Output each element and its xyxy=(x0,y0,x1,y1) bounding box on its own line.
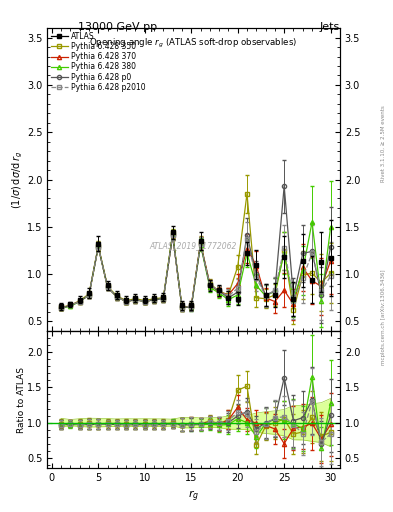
Text: Rivet 3.1.10, ≥ 2.5M events: Rivet 3.1.10, ≥ 2.5M events xyxy=(381,105,386,182)
Y-axis label: Ratio to ATLAS: Ratio to ATLAS xyxy=(17,367,26,433)
X-axis label: $r_g$: $r_g$ xyxy=(188,489,199,504)
Text: ATLAS_2019_I1772062: ATLAS_2019_I1772062 xyxy=(150,242,237,250)
Y-axis label: $(1/\sigma)\,\mathrm{d}\sigma/\mathrm{d}\,r_g$: $(1/\sigma)\,\mathrm{d}\sigma/\mathrm{d}… xyxy=(11,151,26,209)
Text: Opening angle $r_g$ (ATLAS soft-drop observables): Opening angle $r_g$ (ATLAS soft-drop obs… xyxy=(90,37,298,50)
Text: mcplots.cern.ch [arXiv:1306.3436]: mcplots.cern.ch [arXiv:1306.3436] xyxy=(381,270,386,365)
Legend: ATLAS, Pythia 6.428 350, Pythia 6.428 370, Pythia 6.428 380, Pythia 6.428 p0, Py: ATLAS, Pythia 6.428 350, Pythia 6.428 37… xyxy=(50,30,147,93)
Text: 13000 GeV pp: 13000 GeV pp xyxy=(78,22,158,32)
Text: Jets: Jets xyxy=(320,22,340,32)
